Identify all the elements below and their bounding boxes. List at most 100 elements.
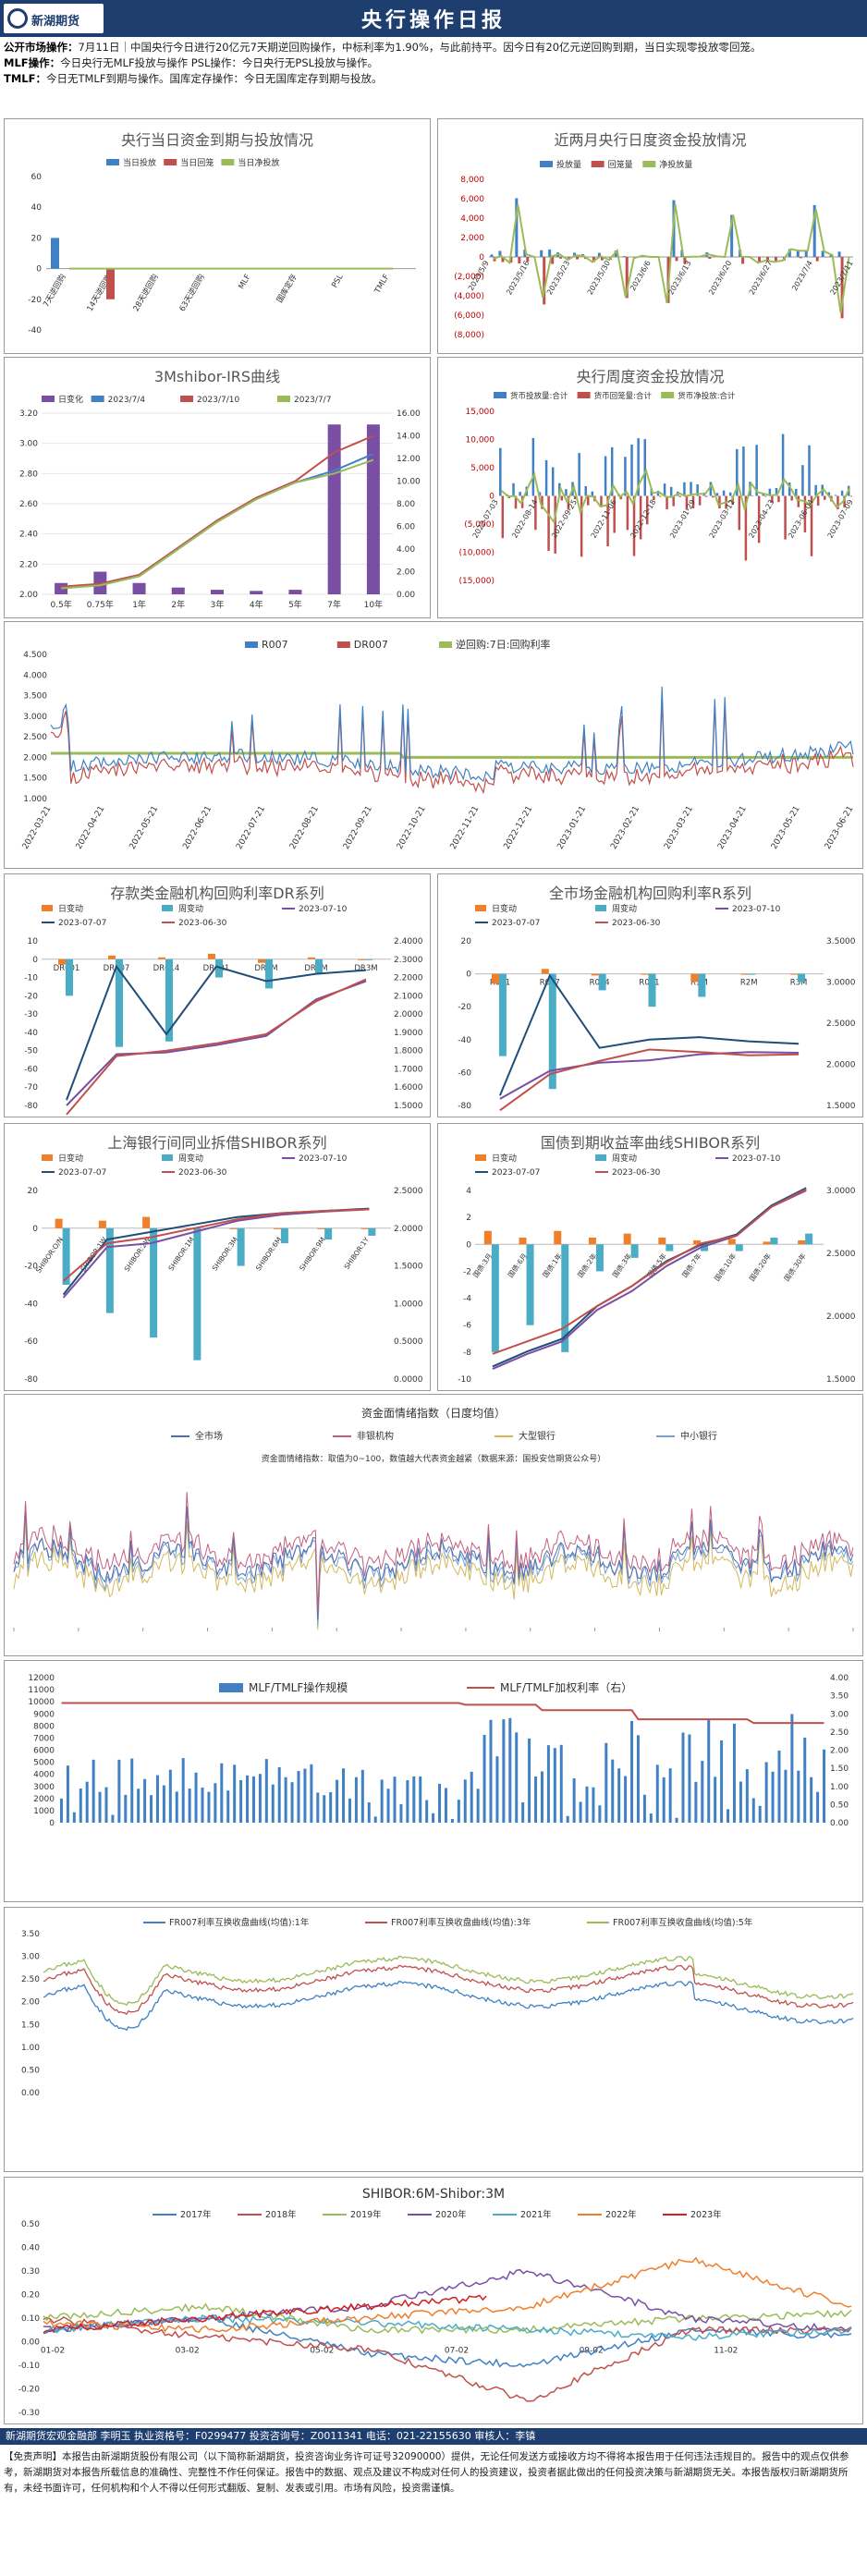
tick-label: 2.00 (21, 1998, 40, 2008)
legend-label: 2023年 (690, 2209, 722, 2220)
bar (526, 1244, 534, 1325)
bar (815, 257, 819, 262)
bar (519, 492, 521, 496)
bar (708, 257, 712, 260)
bar (777, 495, 780, 503)
bar (592, 257, 595, 262)
tick-label: -20 (24, 1263, 38, 1272)
series-line (499, 1048, 800, 1112)
bar (55, 1218, 63, 1228)
bar (617, 1768, 621, 1823)
bar (827, 492, 831, 496)
legend-swatch (162, 905, 173, 911)
series-line (66, 978, 367, 1116)
tick-label: 1000 (33, 1807, 55, 1816)
tick-label: 2,000 (460, 234, 484, 243)
series-line (66, 980, 367, 1106)
tick-label: 10.00 (397, 478, 421, 487)
bar (685, 495, 689, 510)
tick-label: 0.50 (21, 2066, 40, 2075)
bar (765, 257, 769, 261)
tick-label: 10,000 (466, 436, 495, 446)
bar (406, 1779, 409, 1823)
category-label: 0.5年 (50, 599, 71, 610)
bar (365, 958, 372, 960)
series-line (43, 1981, 854, 2032)
bar (748, 973, 756, 975)
bar (784, 1769, 788, 1823)
series-line (43, 2268, 852, 2333)
bar (764, 1762, 768, 1823)
bar (208, 953, 215, 959)
bar (559, 257, 563, 259)
legend-swatch (595, 1154, 606, 1161)
legend-label: 2023/7/7 (294, 396, 331, 405)
bar (470, 1771, 473, 1823)
chart-svg: SHIBOR:6M-Shibor:3M 2017年 2018年 2019年 2020年 2… (18, 2187, 852, 2418)
page-title: 央行操作日报 (360, 9, 506, 32)
bar (142, 1216, 151, 1228)
legend-label: 2023-07-07 (58, 919, 106, 928)
chart-r-series: 全市场金融机构回购利率R系列 日变动 周变动 2023-07-10 2023-07-07… (437, 873, 863, 1117)
disclaimer-text: 本报告由新湖期货股份有限公司（以下简称新湖期货，投资咨询业务许可证号320900… (4, 2451, 849, 2494)
legend-label: 当日净投放 (238, 157, 279, 168)
bar (531, 437, 535, 496)
tick-label: 1.5000 (394, 1102, 423, 1111)
category-label: 2022-07-21 (235, 805, 267, 851)
tick-label: -60 (458, 1068, 471, 1078)
series-line (43, 2316, 852, 2402)
bar (250, 591, 263, 594)
bar (327, 424, 341, 594)
legend-swatch (494, 392, 507, 398)
bar (66, 958, 73, 996)
bar (548, 973, 556, 1090)
tick-label: 12000 (28, 1674, 55, 1683)
category-label: 国债:1年 (541, 1251, 565, 1279)
bar (580, 495, 583, 557)
legend-label: 净投放量 (659, 159, 692, 170)
bar (698, 973, 706, 997)
bar (226, 1790, 230, 1823)
tick-label: 7000 (33, 1734, 55, 1743)
tick-label: -80 (24, 1375, 38, 1385)
tick-label: (6,000) (454, 311, 484, 321)
category-label: 2023/5/16 (505, 260, 531, 297)
bar (730, 214, 734, 257)
tick-label: 2.500 (23, 733, 47, 742)
legend-label: 周变动 (612, 903, 637, 914)
legend-swatch (42, 905, 53, 911)
bar (576, 257, 580, 260)
legend-swatch (162, 1154, 173, 1161)
bar (348, 1798, 351, 1823)
bar (585, 1786, 589, 1823)
bar (515, 198, 519, 257)
category-label: 2022-10-21 (396, 805, 428, 851)
bar (803, 1737, 807, 1823)
bar (366, 424, 380, 594)
chart-weekly-flow: 央行周度资金投放情况 货币投放量:合计 货币回笼量:合计 货币净投放:合计 (15,00… (437, 357, 863, 618)
bar (553, 1748, 556, 1823)
tick-label: 2.80 (19, 470, 38, 479)
tick-label: -4 (463, 1295, 471, 1304)
bar (694, 1781, 698, 1823)
tick-label: 0 (32, 1225, 38, 1234)
legend-label: 当日回笼 (180, 157, 214, 168)
legend-swatch (475, 1154, 486, 1161)
category-label: TMLF (372, 273, 391, 296)
tick-label: 0.5000 (394, 1337, 423, 1347)
category-label: 国债:3年 (610, 1251, 634, 1279)
legend-label: 非银机构 (357, 1430, 394, 1442)
category-label: 2023-02-21 (609, 805, 641, 851)
category-label: 09-02 (580, 2347, 604, 2356)
bar (150, 1795, 153, 1823)
bar (659, 495, 662, 497)
tick-label: 2.1000 (394, 992, 423, 1001)
footer-contact: 新湖期货宏观金融部 李明玉 执业资格号：F0299477 投资咨询号：Z0011… (0, 2428, 867, 2445)
bar (816, 1791, 820, 1823)
tick-label: 3.0000 (826, 979, 856, 988)
chart-svg: FR007利率互换收盘曲线(均值):1年 FR007利率互换收盘曲线(均值):3年… (21, 1917, 854, 2098)
category-label: 28天逆回购 (131, 273, 161, 313)
ops-line: MLF操作：今日央行无MLF投放与操作 PSL操作：今日央行无PSL投放与操作。 (4, 55, 863, 71)
ops-label: MLF操作： (4, 56, 61, 69)
